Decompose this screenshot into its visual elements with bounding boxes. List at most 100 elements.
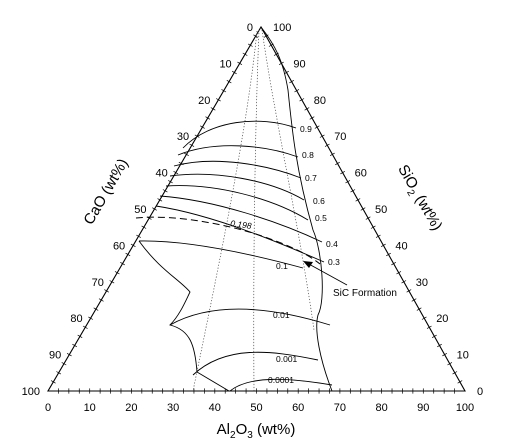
- right-tick-label: 10: [457, 350, 469, 362]
- left-tick: [109, 280, 115, 284]
- right-tick-label: 80: [314, 95, 326, 107]
- isobar-label-0.0001: 0.0001: [268, 375, 294, 385]
- bottom-tick-label: 50: [250, 402, 262, 414]
- left-tick: [184, 152, 189, 157]
- isobar-label-0.1: 0.1: [276, 261, 288, 271]
- phase-boundary-right: [260, 26, 333, 392]
- right-tick: [299, 98, 305, 102]
- isobar-0.01: [169, 308, 331, 326]
- left-tick: [226, 79, 232, 84]
- dotted-guides: [192, 29, 315, 392]
- isobar-label-0.8: 0.8: [302, 150, 314, 160]
- annotation-arrowhead: [303, 261, 313, 268]
- right-tick: [324, 143, 330, 147]
- left-tick: [50, 380, 56, 384]
- isobar-label-0.7: 0.7: [305, 173, 317, 183]
- bottom-tick-label: 70: [334, 402, 346, 414]
- annotation-leader: [306, 262, 348, 286]
- left-tick: [189, 143, 195, 147]
- left-tick: [56, 371, 62, 375]
- isobar-0.5: [165, 185, 309, 221]
- bottom-axis-title: Al2O3 (wt%): [217, 421, 296, 441]
- isobar-label-0.3: 0.3: [328, 257, 340, 267]
- left-axis-title: CaO (wt%): [80, 156, 131, 228]
- left-tick: [247, 43, 253, 47]
- right-tick-label: 70: [334, 131, 346, 143]
- isobar-0.7: [173, 160, 302, 179]
- right-tick-label: 30: [416, 277, 428, 289]
- left-tick: [168, 180, 173, 184]
- right-tick: [452, 371, 458, 375]
- bottom-tick-label: 40: [209, 402, 221, 414]
- bottom-tick-label: 60: [292, 402, 304, 414]
- left-tick-label: 40: [156, 168, 168, 180]
- left-tick-label: 80: [70, 313, 82, 325]
- right-tick: [294, 89, 300, 93]
- right-tick-label: 20: [436, 313, 448, 325]
- isobar-0.8: [177, 145, 299, 158]
- axis-ticks: [50, 34, 463, 394]
- right-tick: [365, 216, 371, 220]
- left-tick: [120, 261, 125, 266]
- right-tick: [447, 362, 453, 366]
- right-tick: [263, 34, 269, 38]
- right-tick: [416, 307, 422, 311]
- left-tick: [231, 70, 237, 75]
- right-tick: [360, 207, 366, 211]
- right-tick: [350, 189, 356, 193]
- left-tick: [72, 343, 78, 348]
- right-tick: [431, 334, 437, 339]
- right-tick: [437, 343, 442, 348]
- isobar-label-0.001: 0.001: [276, 354, 298, 364]
- isobar-0.1: [138, 240, 304, 269]
- left-tick: [210, 107, 216, 111]
- left-tick: [205, 116, 211, 120]
- right-tick: [396, 271, 402, 275]
- bottom-tick-label: 10: [84, 402, 96, 414]
- left-tick-label: 30: [177, 131, 189, 143]
- right-tick-label: 50: [375, 204, 387, 216]
- dotted-guide-3: [261, 29, 315, 331]
- right-tick: [289, 79, 295, 84]
- right-tick: [426, 325, 432, 329]
- left-tick-label: 10: [219, 58, 231, 70]
- right-tick-label: 60: [355, 168, 367, 180]
- left-tick-label: 70: [92, 277, 104, 289]
- left-tick: [104, 289, 110, 293]
- left-tick: [125, 252, 131, 257]
- left-tick: [61, 362, 67, 366]
- isobar-label-0.4: 0.4: [326, 239, 338, 249]
- right-tick: [304, 107, 310, 111]
- right-tick: [345, 180, 351, 184]
- tick-labels: 0 0 0 10 10 10 20 20 20 30 30 30 40 40 40 50 50 50 60 60 60 7…: [22, 22, 483, 414]
- bottom-tick-label: 0: [45, 402, 51, 414]
- left-tick: [88, 316, 94, 320]
- left-tick: [215, 98, 221, 102]
- bottom-tick-label: 30: [167, 402, 179, 414]
- right-tick: [401, 280, 407, 284]
- right-tick: [309, 116, 315, 120]
- left-tick: [82, 325, 88, 329]
- dotted-guide-1: [192, 30, 258, 392]
- right-tick: [340, 170, 346, 175]
- left-tick-label: 90: [49, 350, 61, 362]
- left-tick-label: 60: [113, 240, 125, 252]
- right-tick: [355, 198, 361, 202]
- isobar-label-0.6: 0.6: [313, 196, 325, 206]
- bottom-tick-label: 20: [125, 402, 137, 414]
- left-tick: [136, 234, 141, 238]
- left-tick: [162, 189, 168, 193]
- right-tick: [319, 134, 325, 138]
- isobar-0.198-dashed: [135, 216, 321, 265]
- left-tick-label: 100: [22, 386, 40, 398]
- bottom-tick-label: 80: [375, 402, 387, 414]
- right-tick: [329, 152, 335, 157]
- left-tick: [242, 52, 248, 56]
- isobar-0.9: [182, 120, 297, 149]
- triangle-frame: [47, 25, 466, 392]
- right-tick-label: 40: [395, 240, 407, 252]
- isobar-curves: [138, 120, 333, 392]
- right-axis-title: SiO2 (wt%): [392, 162, 446, 235]
- isobar-label-0.198: 0.198: [230, 218, 253, 231]
